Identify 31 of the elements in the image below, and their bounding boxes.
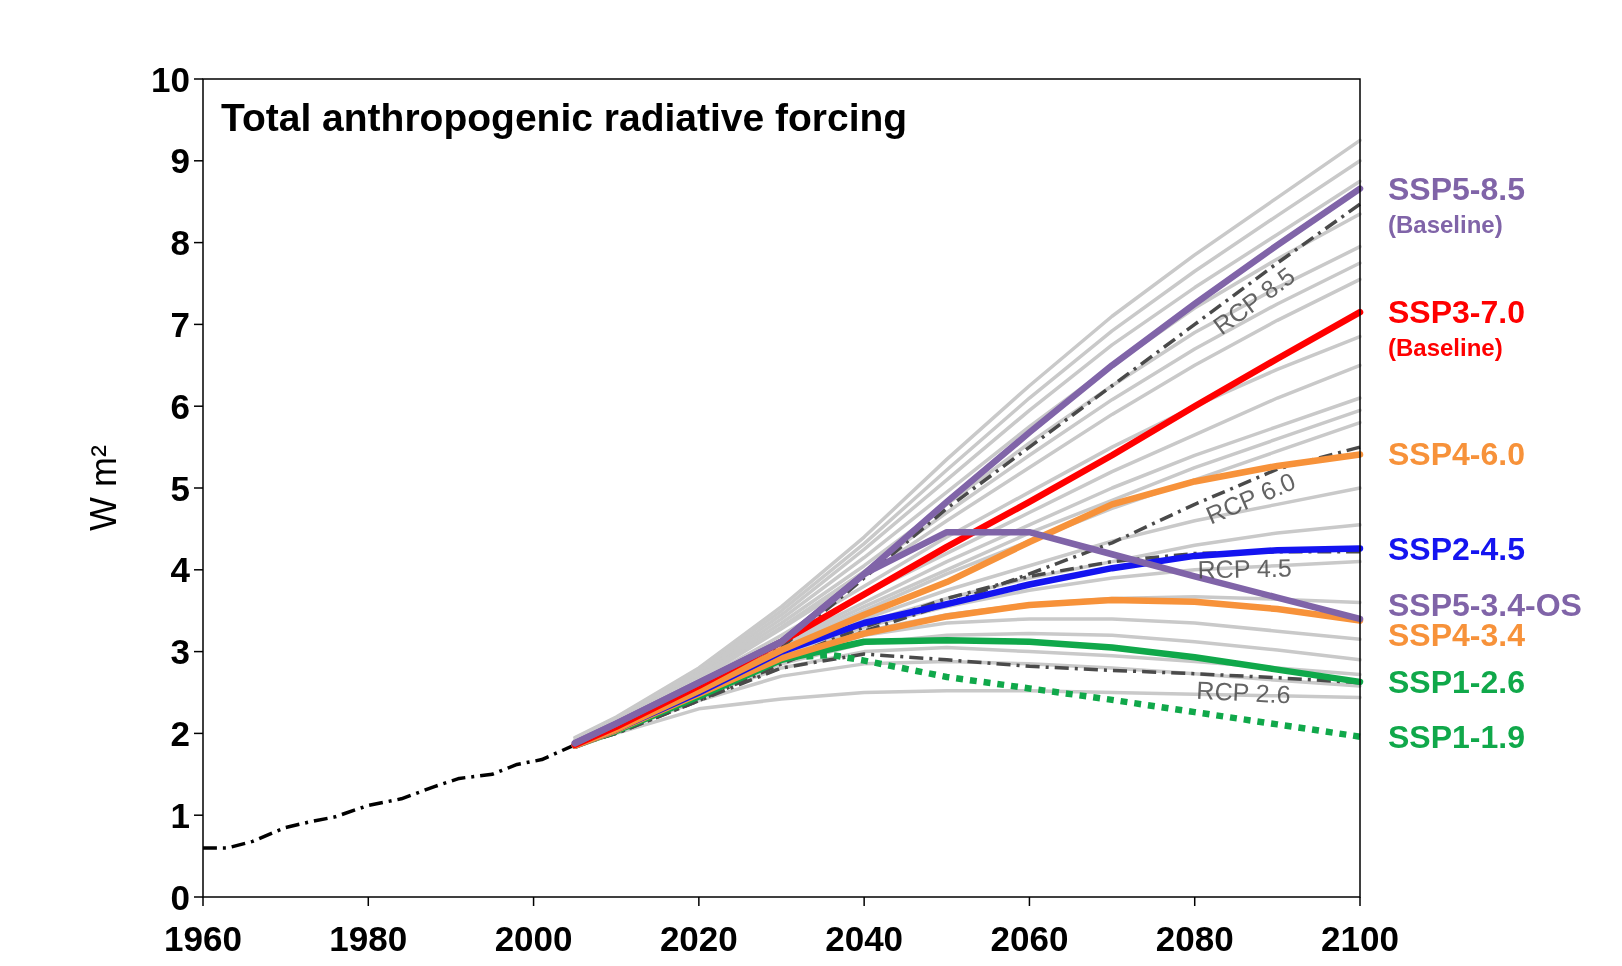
x-tick-label: 2080 (1155, 919, 1234, 958)
series-label: RCP 4.5 (1197, 553, 1292, 584)
series-label: SSP1-1.9 (1388, 718, 1525, 755)
chart-title: Total anthropogenic radiative forcing (221, 96, 908, 139)
y-tick-label: 6 (170, 386, 190, 426)
series-label: RCP 2.6 (1195, 675, 1292, 709)
x-tick-label: 2040 (825, 919, 904, 958)
y-tick-label: 10 (151, 59, 190, 99)
series-label: SSP1-2.6 (1388, 663, 1525, 700)
x-tick-label: 1960 (164, 919, 242, 958)
y-tick-label: 2 (170, 713, 190, 753)
y-tick-label: 8 (170, 223, 190, 263)
y-axis-title: W m² (83, 445, 124, 531)
text: RCP 6.0 (1201, 466, 1300, 530)
series-label: SSP5-8.5 (Baseline) (1388, 170, 1525, 238)
y-tick-label: 3 (170, 632, 190, 672)
x-tick-label: 2000 (494, 919, 573, 958)
series-label: SSP2-4.5 (1388, 530, 1525, 567)
y-tick-label: 9 (170, 141, 190, 181)
x-tick-label: 2100 (1321, 919, 1399, 958)
y-tick-label: 5 (170, 468, 190, 508)
text: RCP 8.5 (1207, 261, 1300, 340)
x-tick-label: 1980 (329, 919, 408, 958)
y-tick-label: 4 (170, 550, 191, 590)
series-label: SSP4-6.0 (1388, 436, 1525, 473)
y-tick-label: 1 (170, 795, 190, 835)
series-label: SSP3-7.0 (Baseline) (1388, 294, 1525, 361)
y-tick-label: 7 (170, 304, 190, 344)
x-tick-label: 2020 (659, 919, 738, 958)
x-tick-label: 2060 (990, 919, 1069, 958)
y-tick-label: 0 (170, 877, 190, 917)
